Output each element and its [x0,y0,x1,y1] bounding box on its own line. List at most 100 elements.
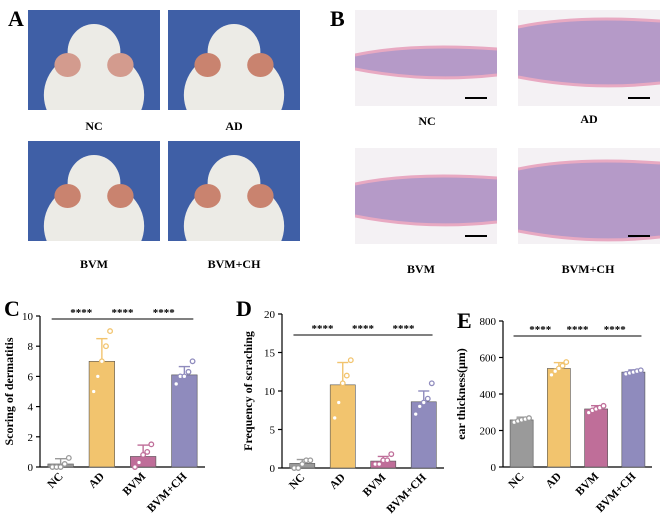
data-point [107,328,114,335]
data-point [181,373,188,380]
y-tick-label: 10 [264,386,276,398]
panel-label-e: E [457,308,472,333]
bar [329,384,356,469]
y-tick-label: 4 [28,402,34,414]
histology-caption-bvmch: BVM+CH [561,262,615,276]
bar [509,419,534,468]
photo-caption-bvm: BVM [80,257,108,271]
bar [547,368,571,468]
significance-label: **** [153,307,176,319]
category-label: NC [287,472,307,492]
data-point [526,415,532,422]
mouse-head [67,155,121,211]
data-point [103,343,109,350]
significance-label: **** [312,323,335,335]
data-point [339,380,346,387]
significance-label: **** [70,307,93,319]
histology-caption-bvm: BVM [407,262,435,276]
mouse-head [207,155,261,211]
category-label: AD [87,471,107,491]
category-label: BVM+CH [385,472,429,516]
mouse-photo-bvm [28,141,160,241]
histology-image-bvmch [518,148,660,244]
y-tick-label: 10 [22,311,34,323]
histology-image-nc [355,10,497,106]
tissue-section [518,161,660,240]
epidermis-layer [518,229,660,242]
significance-label: **** [567,324,590,336]
y-tick-label: 0 [491,462,497,474]
data-point [552,368,559,375]
significance-label: **** [604,324,627,336]
data-point [335,399,342,406]
data-point [559,362,566,369]
mouse-ear-right [107,53,134,77]
significance-label: **** [352,323,375,335]
y-tick-label: 400 [480,389,497,401]
data-point [420,399,427,406]
data-point [98,358,105,365]
mouse-ear-right [107,184,134,208]
panel-label-c: C [4,296,20,321]
significance-label: **** [393,323,416,335]
panel-label-a: A [8,6,24,31]
photo-caption-ad: AD [225,119,243,133]
data-point [637,367,644,374]
data-point [563,359,570,366]
data-point [131,464,138,470]
panel-label-b: B [330,6,345,31]
mouse-ear-left [194,53,221,77]
category-label: BVM [121,471,149,499]
data-point [61,461,68,467]
panel-label-d: D [236,296,252,321]
y-tick-label: 0 [270,463,276,475]
data-point [307,457,314,464]
histology-image-ad [518,10,660,106]
mouse-ear-right [247,184,274,208]
mouse-photo-bvmch [168,141,300,241]
significance-label: **** [112,307,135,319]
y-axis-label: ear thickness(μm) [454,348,468,440]
mouse-ear-left [54,53,81,77]
data-point [295,465,302,471]
data-point [343,372,350,379]
mouse-ear-left [54,184,81,208]
category-label: AD [544,471,564,491]
significance-label: **** [529,324,552,336]
histology-image-bvm [355,148,497,244]
epidermis-layer [355,45,497,57]
y-axis-label: Scoring of dermatitis [2,337,16,445]
mouse-photo-ad [168,10,300,110]
y-tick-label: 20 [264,309,276,321]
histology-caption-nc: NC [418,114,436,128]
category-label: BVM+CH [145,471,189,515]
y-tick-label: 600 [480,353,497,365]
epidermis-layer [518,17,660,29]
bar [171,374,198,468]
data-point [148,441,155,448]
data-point [140,451,147,458]
category-label: NC [46,471,66,491]
data-point [173,380,180,387]
y-tick-label: 6 [28,371,34,383]
photo-caption-nc: NC [85,119,103,133]
y-tick-label: 5 [270,425,276,437]
data-point [136,459,142,466]
data-point [384,457,391,464]
y-tick-label: 0 [28,462,34,474]
data-point [412,411,419,418]
data-point [299,461,306,468]
category-label: BVM [361,472,389,500]
epidermis-layer [518,75,660,88]
tissue-section [355,176,497,225]
data-point [189,358,196,365]
data-point [376,461,383,468]
data-point [600,402,607,409]
mouse-ear-right [247,53,274,77]
data-point [94,373,101,380]
y-tick-label: 800 [480,316,497,328]
data-point [347,357,354,364]
